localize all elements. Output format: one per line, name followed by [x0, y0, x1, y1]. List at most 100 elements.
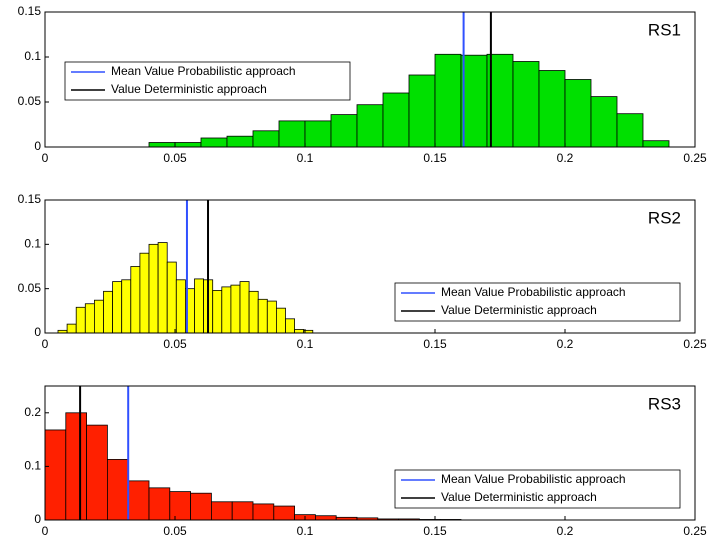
- histogram-bar: [169, 491, 192, 521]
- histogram-bar: [616, 113, 644, 148]
- histogram-bar: [190, 492, 212, 521]
- histogram-bar: [239, 281, 250, 334]
- x-tick-label: 0.15: [423, 151, 447, 165]
- histogram-bar: [226, 135, 254, 148]
- histogram-bar: [75, 306, 86, 334]
- x-tick-label: 0.25: [683, 524, 707, 538]
- x-tick-label: 0.05: [163, 524, 187, 538]
- y-tick-label: 0.15: [18, 192, 42, 206]
- histogram-bar: [356, 104, 384, 148]
- x-tick-label: 0.1: [297, 524, 314, 538]
- y-tick-label: 0: [34, 325, 41, 339]
- histogram-bar: [139, 252, 150, 334]
- x-tick-label: 0.05: [163, 337, 187, 351]
- histogram-bar: [408, 74, 436, 148]
- histogram-bar: [564, 79, 592, 148]
- y-tick-label: 0.2: [24, 405, 41, 419]
- x-tick-label: 0.2: [557, 337, 574, 351]
- legend-box: [394, 282, 681, 322]
- legend-box: [64, 61, 351, 101]
- panel-label: RS2: [648, 208, 681, 227]
- y-tick-label: 0: [34, 512, 41, 526]
- histogram-bar: [127, 480, 150, 521]
- legend-label: Value Deterministic approach: [111, 82, 267, 96]
- histogram-bar: [112, 281, 123, 334]
- histogram-bar: [285, 318, 296, 334]
- histogram-bar: [538, 70, 566, 148]
- x-tick-label: 0.2: [557, 524, 574, 538]
- axes-frame: [44, 11, 696, 148]
- y-tick-label: 0.1: [24, 459, 41, 473]
- histogram-bar: [330, 114, 358, 148]
- legend-label: Mean Value Probabilistic approach: [441, 472, 626, 486]
- y-tick-label: 0.05: [18, 94, 42, 108]
- axes-frame: [44, 385, 696, 521]
- histogram-bar: [148, 487, 171, 521]
- histogram-bar: [94, 299, 104, 334]
- histogram-bar: [210, 501, 233, 521]
- x-tick-label: 0.25: [683, 151, 707, 165]
- legend-label: Mean Value Probabilistic approach: [441, 285, 626, 299]
- panel-label: RS1: [648, 20, 681, 39]
- x-tick-label: 0.1: [297, 337, 314, 351]
- y-tick-label: 0: [34, 139, 41, 153]
- x-tick-label: 0.15: [423, 337, 447, 351]
- legend-label: Value Deterministic approach: [441, 490, 597, 504]
- x-tick-label: 0: [42, 151, 49, 165]
- histogram-bar: [44, 429, 67, 521]
- histogram-bar: [121, 279, 132, 334]
- histogram-bar: [66, 323, 77, 334]
- histogram-bar: [107, 459, 129, 521]
- histogram-bar: [200, 137, 228, 148]
- x-tick-label: 0: [42, 337, 49, 351]
- y-tick-label: 0.15: [18, 4, 42, 18]
- panel-label: RS3: [648, 394, 681, 413]
- histogram-bar: [157, 242, 168, 334]
- legend-box: [394, 469, 681, 509]
- axes-frame: [44, 199, 696, 334]
- histogram-bar: [266, 300, 277, 334]
- histogram-bar: [175, 279, 186, 334]
- y-tick-label: 0.05: [18, 281, 42, 295]
- histogram-bar: [278, 120, 306, 148]
- histogram-bar: [314, 515, 337, 521]
- histogram-bar: [590, 96, 618, 148]
- x-tick-label: 0.05: [163, 151, 187, 165]
- x-tick-label: 0.1: [297, 151, 314, 165]
- histogram-bar: [84, 303, 95, 334]
- histogram-bar: [460, 54, 488, 148]
- histogram-bar: [148, 142, 176, 148]
- histogram-bar: [252, 503, 275, 521]
- histogram-bar: [275, 307, 286, 334]
- histogram-bar: [130, 266, 141, 334]
- histogram-bar: [248, 290, 259, 334]
- histogram-bar: [273, 505, 295, 521]
- histogram-bar: [512, 61, 540, 148]
- legend-label: Value Deterministic approach: [441, 303, 597, 317]
- histogram-bar: [212, 290, 223, 334]
- y-tick-label: 0.1: [24, 237, 41, 251]
- histogram-bar: [103, 290, 113, 334]
- histogram-bar: [86, 424, 108, 521]
- histogram-bar: [174, 142, 202, 148]
- histogram-bar: [642, 140, 670, 148]
- histogram-bar: [65, 412, 88, 521]
- histogram-bar: [148, 243, 159, 334]
- histogram-bar: [221, 286, 232, 334]
- histogram-bar: [166, 261, 177, 334]
- x-tick-label: 0: [42, 524, 49, 538]
- legend-label: Mean Value Probabilistic approach: [111, 64, 296, 78]
- histogram-bar: [382, 92, 410, 148]
- y-tick-label: 0.1: [24, 49, 41, 63]
- histogram-bar: [252, 130, 280, 148]
- histogram-bar: [194, 278, 204, 334]
- histogram-bar: [231, 501, 254, 521]
- histogram-bar: [294, 329, 305, 334]
- histogram-bar: [434, 53, 462, 148]
- x-tick-label: 0.15: [423, 524, 447, 538]
- x-tick-label: 0.25: [683, 337, 707, 351]
- histogram-bar: [304, 120, 332, 148]
- histogram-bar: [257, 298, 268, 334]
